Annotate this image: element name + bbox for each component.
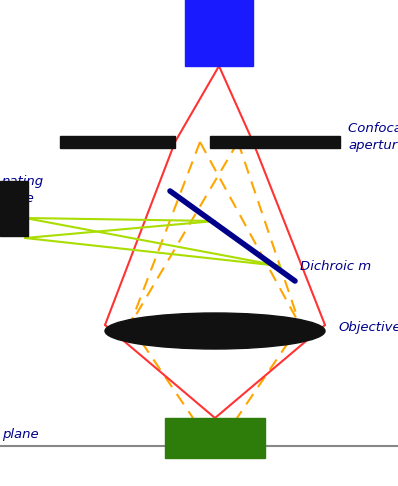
Bar [165, 418, 265, 458]
Ellipse shape [105, 313, 325, 349]
Text: Objective: Objective [338, 322, 398, 334]
Bar [185, 0, 253, 66]
Text: Confocal de: Confocal de [348, 122, 398, 135]
Bar [0, 181, 28, 236]
Text: nating: nating [2, 174, 44, 188]
Bar [210, 136, 340, 148]
Text: apertur: apertur [348, 139, 397, 153]
Text: Dichroic m: Dichroic m [300, 260, 371, 273]
Text: rture: rture [2, 192, 35, 206]
Text: plane: plane [2, 428, 39, 440]
Bar [60, 136, 175, 148]
